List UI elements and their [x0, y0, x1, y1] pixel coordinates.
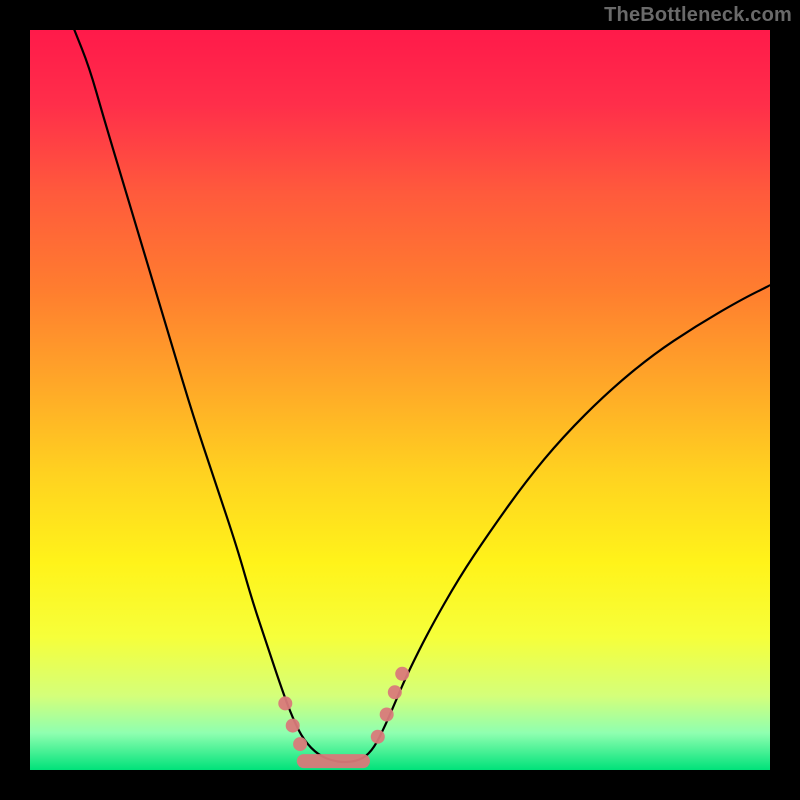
bottleneck-chart-svg [0, 0, 800, 800]
valley-marker-dot [388, 685, 402, 699]
valley-marker-dot [286, 719, 300, 733]
valley-marker-dot [278, 696, 292, 710]
valley-marker-dot [380, 708, 394, 722]
valley-marker-dot [293, 737, 307, 751]
chart-stage: TheBottleneck.com [0, 0, 800, 800]
valley-marker-dot [371, 730, 385, 744]
valley-marker-dot [395, 667, 409, 681]
plot-area [30, 30, 770, 770]
